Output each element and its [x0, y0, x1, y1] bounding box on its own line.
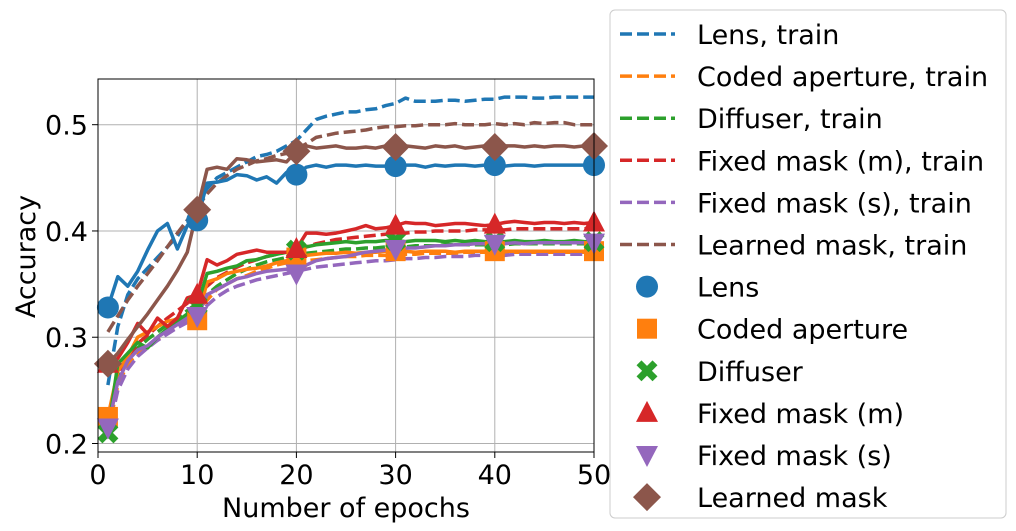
legend-label: Diffuser, train [697, 104, 883, 135]
data-point [483, 234, 506, 256]
legend-label: Coded aperture [697, 315, 908, 346]
test-line [106, 238, 594, 434]
legend-label: Fixed mask (m) [697, 399, 904, 430]
data-point [96, 296, 119, 319]
data-point [381, 133, 410, 162]
legend-label: Coded aperture, train [697, 62, 988, 93]
grid [97, 79, 595, 452]
data-point [285, 237, 308, 259]
data-point [186, 306, 209, 328]
legend-label: Fixed mask (m), train [697, 146, 984, 177]
legend-label: Lens [697, 273, 759, 304]
x-tick-label: 0 [89, 460, 106, 491]
data-point [480, 133, 509, 162]
train-line [106, 250, 594, 434]
data-point [93, 349, 122, 378]
legend-marker [633, 483, 661, 512]
legend-frame [609, 9, 1007, 519]
y-axis-label: Accuracy [11, 195, 42, 318]
test-line [106, 144, 594, 365]
legend: Lens, train Coded aperture, train Diffuser… [609, 9, 1007, 519]
y-tick-label: 0.2 [45, 429, 88, 460]
series-markers [93, 131, 608, 444]
data-point [483, 212, 506, 234]
y-tick-label: 0.3 [45, 323, 88, 354]
data-point [384, 155, 407, 178]
train-line [106, 241, 594, 418]
y-tick-label: 0.4 [45, 217, 88, 248]
legend-label: Learned mask, train [697, 231, 967, 262]
legend-marker [636, 360, 658, 382]
test-line [106, 240, 594, 428]
axis-ticks: 0 10 20 30 40 50 0.2 0.3 0.4 0.5 [45, 111, 611, 491]
legend-label: Fixed mask (s), train [697, 188, 972, 219]
x-tick-label: 50 [577, 460, 611, 491]
legend-marker [636, 446, 658, 467]
legend-marker [636, 400, 658, 422]
legend-label: Lens, train [697, 20, 839, 51]
data-point [483, 154, 506, 177]
data-point [183, 195, 212, 224]
legend-marker [637, 318, 657, 339]
data-point [282, 137, 311, 166]
train-line [106, 252, 594, 436]
x-tick-label: 40 [478, 460, 512, 491]
legend-label: Learned mask [697, 483, 888, 514]
train-line [106, 227, 594, 421]
data-point [285, 264, 308, 286]
test-line [107, 219, 595, 366]
legend-label: Fixed mask (s) [697, 441, 892, 472]
plot-frame [97, 78, 595, 453]
x-tick-label: 10 [180, 460, 214, 491]
data-point [96, 418, 119, 440]
data-point [384, 213, 407, 235]
test-line [106, 249, 594, 418]
x-axis-label: Number of epochs [222, 493, 470, 524]
data-point [186, 282, 209, 304]
x-tick-label: 30 [378, 460, 412, 491]
legend-marker-stroke [636, 360, 658, 382]
legend-label: Diffuser [697, 357, 804, 388]
legend-marker [636, 275, 658, 298]
data-point [285, 163, 308, 186]
x-tick-label: 20 [279, 460, 313, 491]
y-tick-label: 0.5 [45, 111, 88, 142]
data-point [384, 240, 407, 262]
series-lines [106, 95, 595, 436]
